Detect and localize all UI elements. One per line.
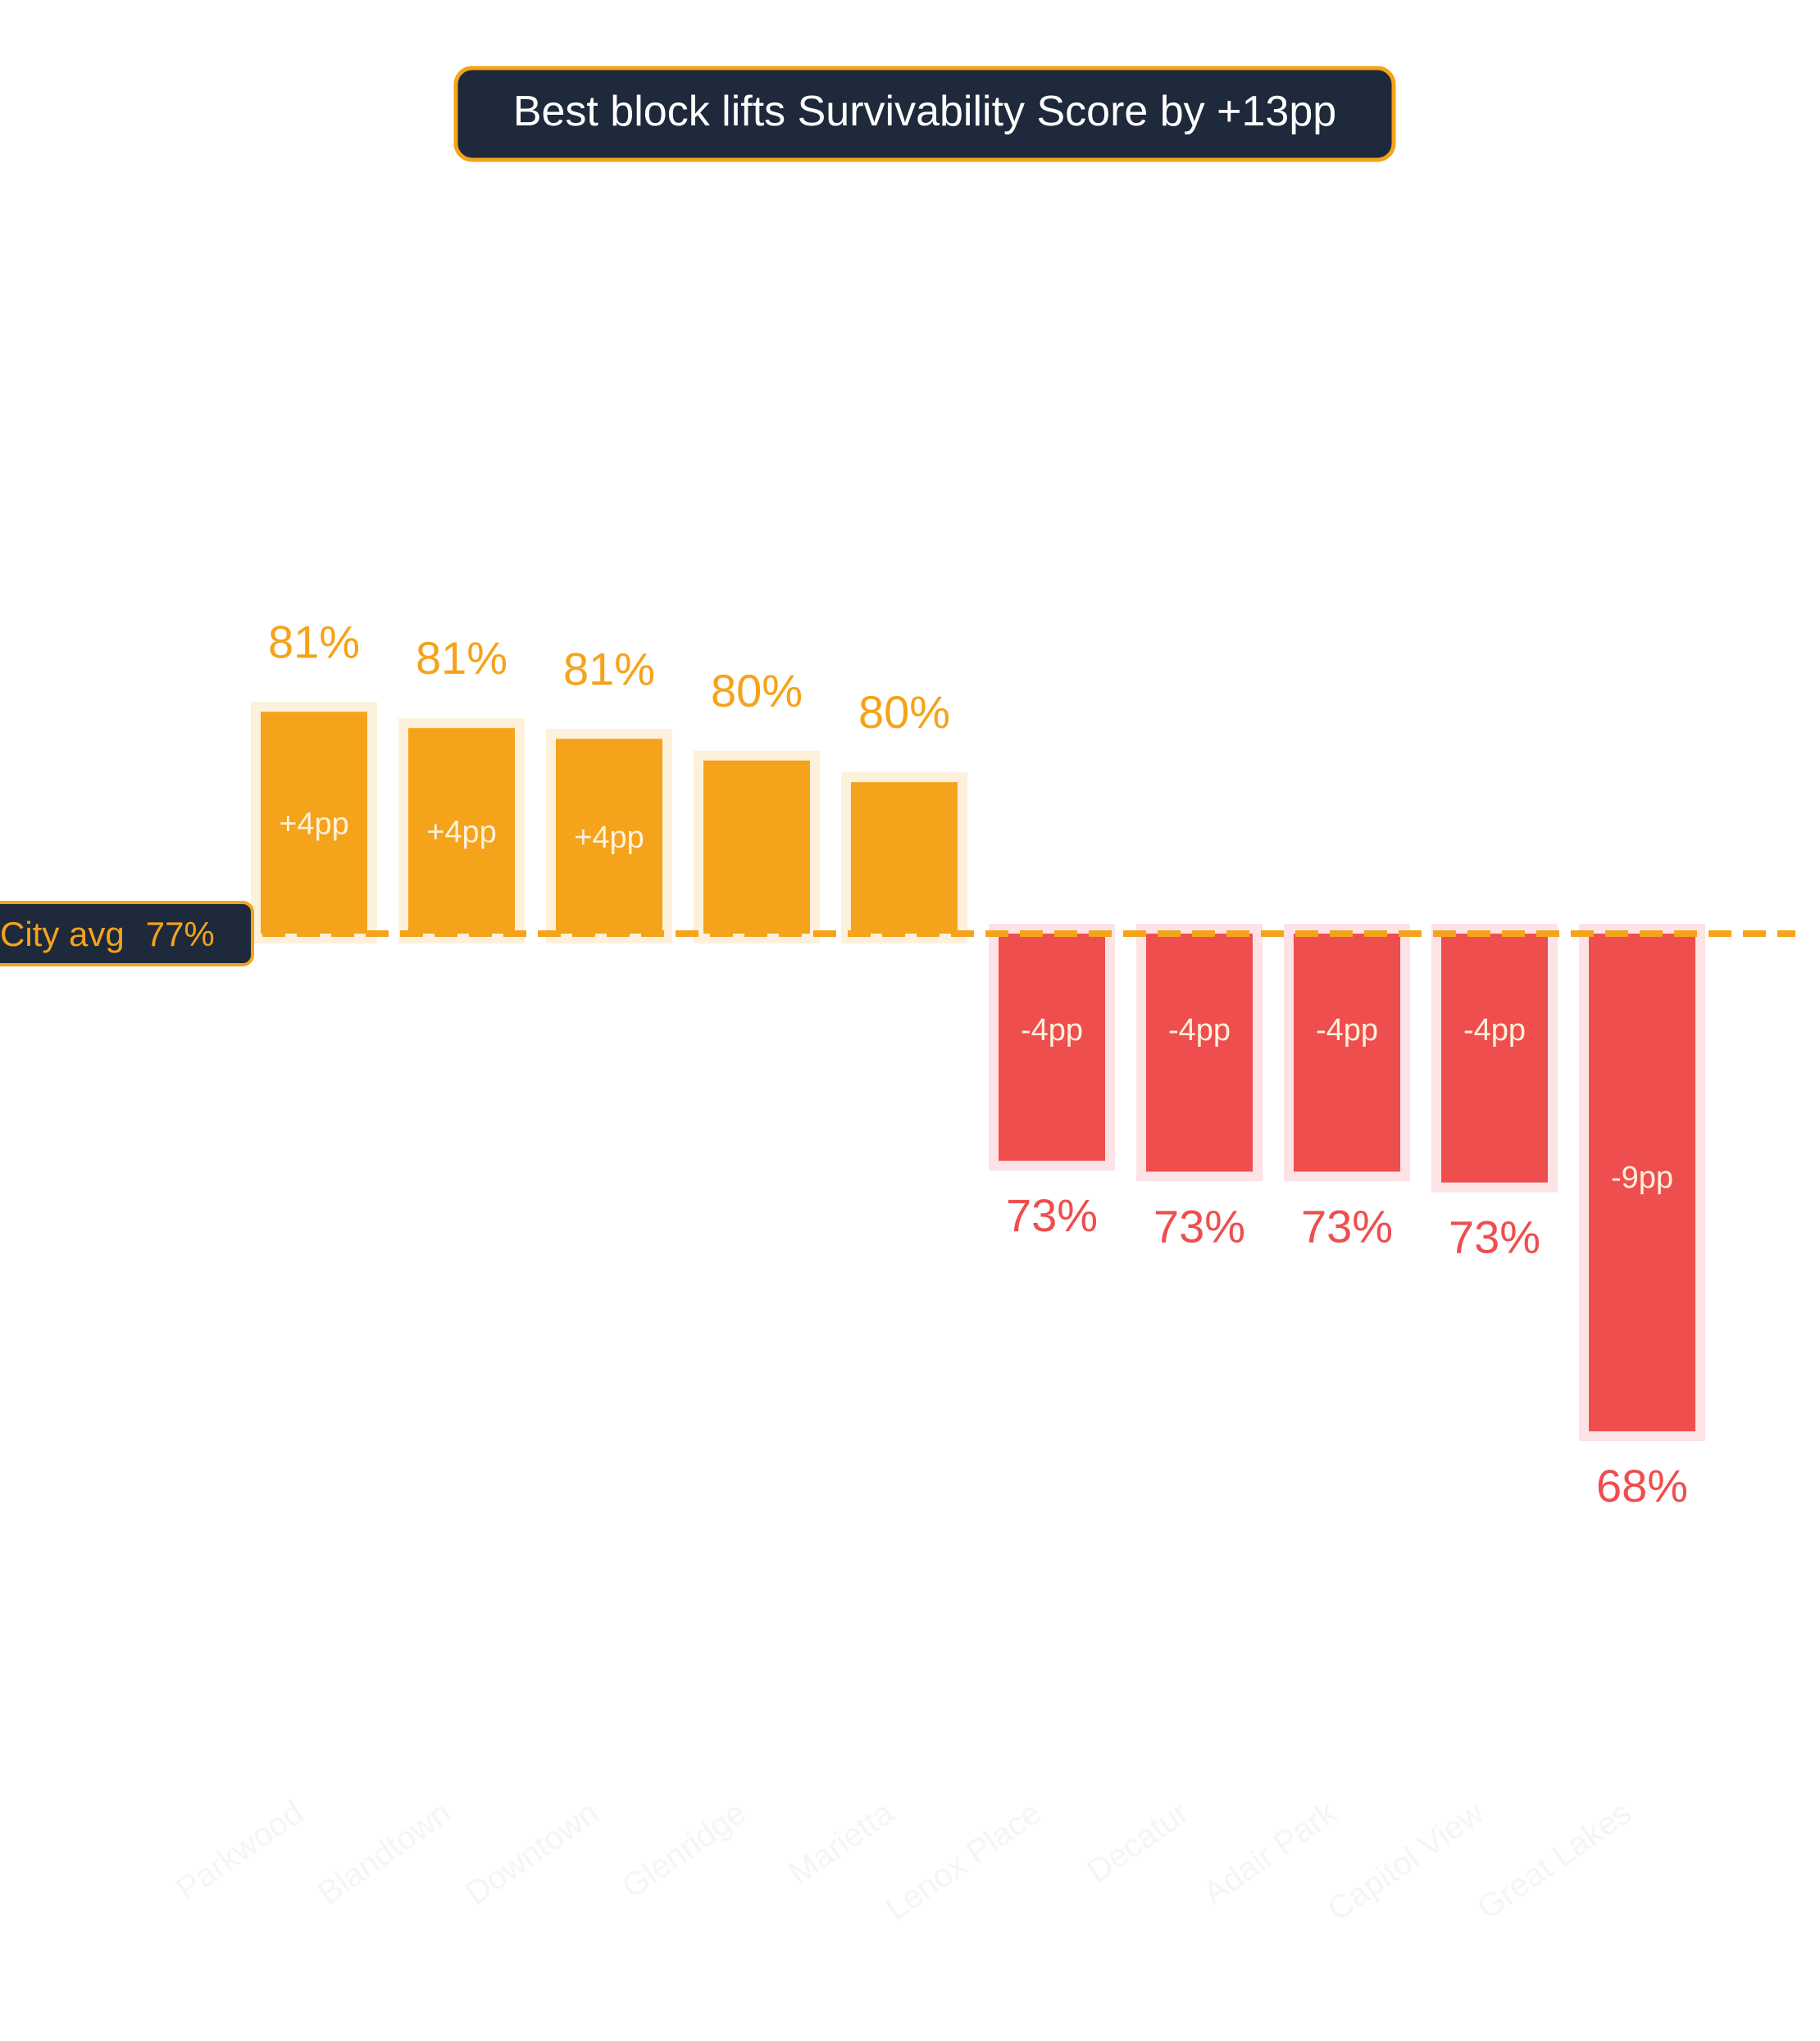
category-label: Blandtown <box>312 1794 457 1911</box>
labels-layer: 81% +4pp 81% +4pp 81% +4pp 80% 80% 73% -4pp 73% -4p… <box>268 616 1688 1511</box>
city-average-badge <box>0 901 254 966</box>
bar <box>1441 934 1548 1183</box>
chart-title-box <box>453 66 1396 162</box>
bar-delta-label: +4pp <box>426 816 497 850</box>
bar-value-label: 81% <box>268 616 360 667</box>
category-label: Decatur <box>1081 1794 1195 1889</box>
bars-layer <box>251 702 1705 1442</box>
baseline-layer: City avg 77% <box>0 901 1795 966</box>
bar-delta-label: -9pp <box>1611 1161 1673 1195</box>
category-label: Parkwood <box>170 1794 310 1907</box>
bar <box>1146 934 1253 1172</box>
city-average-value: 77% <box>146 915 215 953</box>
bar <box>1589 934 1695 1432</box>
bar-delta-label: -4pp <box>1316 1013 1378 1048</box>
bar <box>999 934 1105 1161</box>
category-label: Lenox Place <box>880 1794 1049 1927</box>
bar-value-label: 80% <box>711 665 803 716</box>
city-average-name: City avg <box>0 915 125 953</box>
category-label: Capitol View <box>1321 1794 1490 1928</box>
bar-value-label: 73% <box>1449 1211 1540 1263</box>
bar-delta-label: -4pp <box>1168 1013 1231 1048</box>
bar <box>408 728 515 934</box>
bar <box>851 782 958 934</box>
bar <box>1294 934 1400 1172</box>
bar-value-label: 73% <box>1006 1189 1098 1241</box>
bar-value-label: 73% <box>1301 1200 1393 1252</box>
bar-value-label: 68% <box>1596 1460 1688 1511</box>
bar-value-label: 80% <box>858 686 950 738</box>
bar-value-label: 81% <box>416 632 507 684</box>
category-labels: Parkwood Blandtown Downtown Glenridge Mariet… <box>170 1794 1638 1929</box>
bar <box>261 711 367 934</box>
category-label: Adair Park <box>1197 1794 1344 1912</box>
bar <box>703 760 810 934</box>
category-label: Glenridge <box>616 1794 753 1906</box>
bar <box>556 739 662 934</box>
bar-delta-label: +4pp <box>279 807 349 842</box>
bar-delta-label: -4pp <box>1463 1013 1526 1048</box>
bar-delta-label: -4pp <box>1021 1013 1083 1048</box>
bar-value-label: 73% <box>1153 1200 1245 1252</box>
bar-delta-label: +4pp <box>574 820 644 855</box>
category-label: Downtown <box>459 1794 605 1911</box>
category-label: Marietta <box>783 1794 901 1892</box>
category-label: Great Lakes <box>1471 1794 1638 1926</box>
city-average-label: City avg 77% <box>0 915 215 953</box>
bar-value-label: 81% <box>563 643 655 694</box>
chart-title-badge: Best block lifts Survivability Score by … <box>453 66 1396 162</box>
chart-title: Best block lifts Survivability Score by … <box>513 88 1336 135</box>
